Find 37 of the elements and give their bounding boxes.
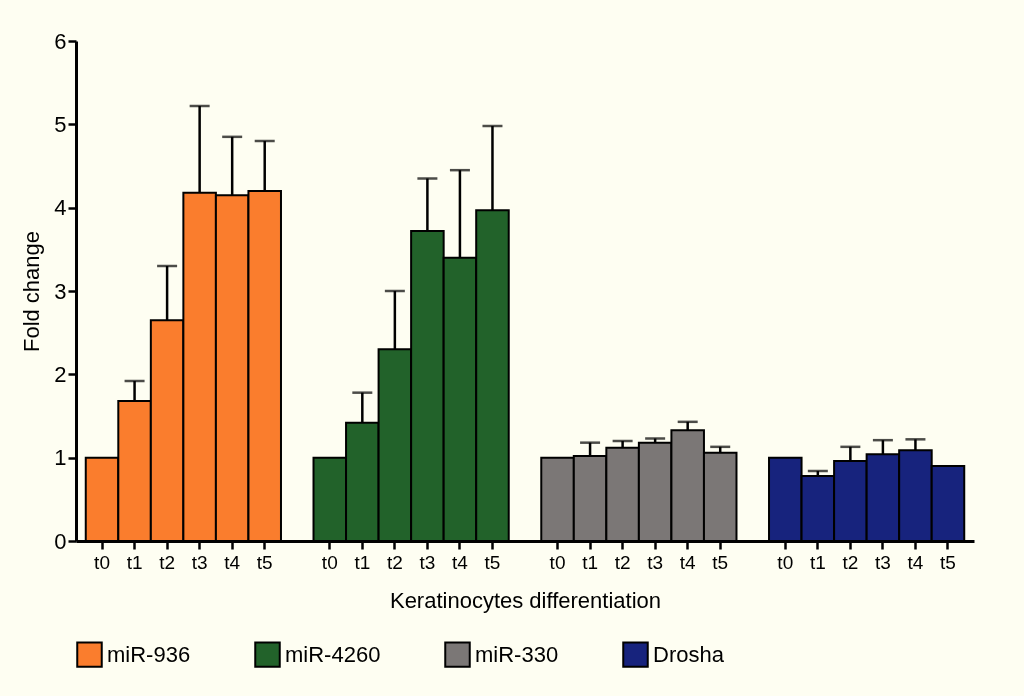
x-tick-label: t3	[647, 551, 664, 573]
x-tick-label: t5	[484, 551, 501, 573]
x-tick-label: t0	[94, 551, 110, 573]
x-tick-label: t3	[191, 551, 208, 573]
legend-label: miR-4260	[285, 641, 381, 667]
x-axis-title: Keratinocytes differentiation	[389, 587, 662, 613]
y-tick-label: 4	[54, 195, 67, 221]
y-tick-label: 0	[54, 528, 67, 554]
legend-label: miR-936	[107, 641, 191, 667]
x-tick-label: t0	[777, 551, 794, 573]
x-tick-label: t5	[712, 551, 729, 573]
x-tick-label: t1	[582, 551, 598, 573]
y-tick-label: 5	[54, 111, 67, 137]
y-tick-label: 6	[54, 28, 67, 54]
x-tick-label: t0	[549, 551, 566, 573]
y-tick-label: 1	[54, 445, 67, 471]
x-tick-label: t2	[386, 551, 403, 573]
x-tick-label: t1	[354, 551, 371, 573]
x-tick-label: t4	[679, 551, 697, 573]
x-tick-label: t3	[874, 551, 891, 573]
x-tick-label: t1	[809, 551, 826, 573]
x-tick-label: t4	[452, 551, 469, 573]
y-tick-label: 2	[54, 361, 67, 387]
legend-label: miR-330	[475, 641, 559, 667]
x-tick-label: t2	[842, 551, 859, 573]
x-tick-label: t0	[321, 551, 338, 573]
y-tick-label: 3	[54, 278, 67, 304]
x-tick-label: t5	[940, 551, 956, 573]
x-tick-label: t2	[159, 551, 176, 573]
x-tick-label: t2	[614, 551, 631, 573]
x-tick-label: t1	[126, 551, 143, 573]
legend-label: Drosha	[653, 641, 725, 667]
y-axis-title: Fold change	[19, 230, 45, 353]
x-tick-label: t4	[224, 551, 241, 573]
x-tick-label: t3	[419, 551, 436, 573]
x-tick-label: t5	[256, 551, 273, 573]
x-tick-label: t4	[907, 551, 924, 573]
